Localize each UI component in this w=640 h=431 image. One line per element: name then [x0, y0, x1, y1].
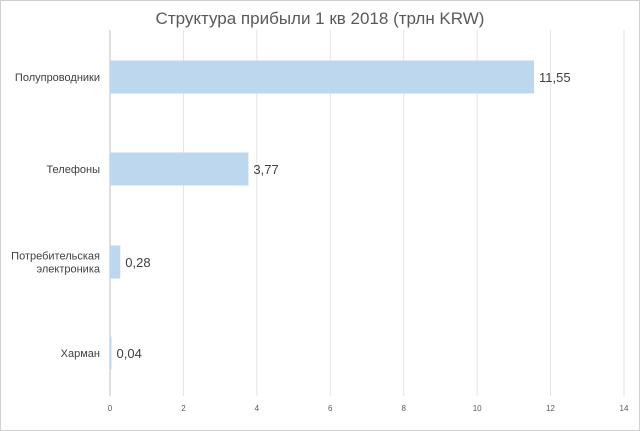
- x-tick-label: 8: [401, 404, 406, 413]
- bar: [110, 336, 112, 370]
- x-tick-label: 14: [620, 404, 629, 413]
- x-tick-label: 4: [255, 404, 260, 413]
- data-label: 3,77: [253, 162, 278, 177]
- x-tick-label: 2: [181, 404, 186, 413]
- x-tick-label: 6: [328, 404, 333, 413]
- category-label-line: Полупроводники: [15, 72, 100, 84]
- labels: 0 2 4 6 8 10 12 14 11,55 Полупроводники 3,77 Телефо…: [11, 70, 629, 413]
- data-label: 0,04: [117, 346, 142, 361]
- category-label: Харман: [61, 348, 100, 360]
- category-label-line: Телефоны: [46, 164, 100, 176]
- x-tick-label: 12: [546, 404, 555, 413]
- bars: [110, 60, 535, 370]
- x-tick-label: 0: [108, 404, 113, 413]
- bar: [110, 245, 121, 279]
- category-label-line: Потребительская: [11, 251, 100, 263]
- chart-title: Структура прибыли 1 кв 2018 (трлн KRW): [155, 9, 485, 28]
- x-tick-label: 10: [473, 404, 482, 413]
- bar: [110, 152, 249, 186]
- data-label: 11,55: [539, 70, 571, 85]
- category-label-line: Харман: [61, 348, 100, 360]
- bar: [110, 60, 535, 94]
- category-label: Телефоны: [46, 164, 100, 176]
- category-label: Потребительская электроника: [11, 251, 101, 276]
- data-label: 0,28: [125, 255, 150, 270]
- category-label-line: электроника: [36, 264, 100, 276]
- category-label: Полупроводники: [15, 72, 100, 84]
